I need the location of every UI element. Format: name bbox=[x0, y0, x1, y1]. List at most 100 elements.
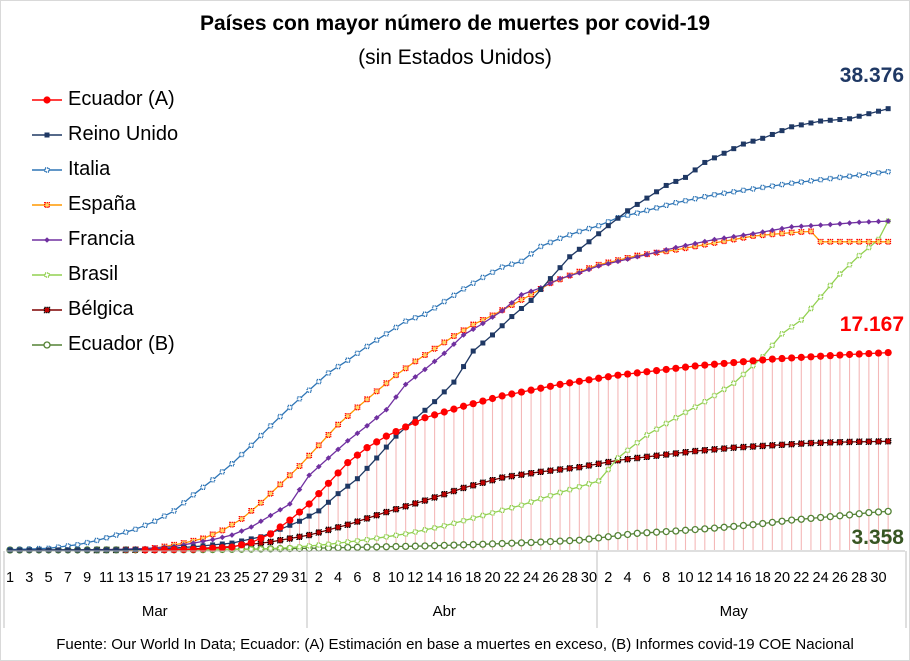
data-point bbox=[238, 528, 245, 534]
data-point bbox=[499, 308, 505, 314]
legend-swatch bbox=[32, 341, 62, 349]
data-point bbox=[325, 499, 331, 505]
data-point bbox=[402, 381, 409, 388]
data-point bbox=[623, 530, 632, 539]
data-point bbox=[306, 387, 312, 393]
x-tick-label: 22 bbox=[793, 570, 809, 586]
data-point bbox=[556, 466, 564, 473]
x-tick-label: 16 bbox=[446, 570, 462, 586]
data-point bbox=[875, 170, 882, 176]
data-point bbox=[654, 189, 660, 195]
data-point bbox=[827, 117, 833, 123]
data-point bbox=[335, 421, 342, 428]
legend-marker bbox=[44, 202, 50, 208]
series-reino-unido bbox=[7, 106, 891, 553]
data-point bbox=[470, 348, 476, 354]
data-point bbox=[295, 508, 304, 516]
data-point bbox=[885, 218, 891, 224]
data-point bbox=[479, 317, 486, 323]
data-point bbox=[769, 131, 775, 137]
data-point bbox=[808, 305, 814, 312]
data-point bbox=[508, 390, 516, 398]
x-tick-label: 3 bbox=[25, 570, 33, 586]
x-tick-label: 2 bbox=[315, 570, 323, 586]
x-tick-label: 16 bbox=[735, 570, 751, 586]
data-point bbox=[422, 527, 428, 533]
x-tick-label: 18 bbox=[755, 570, 771, 586]
data-point bbox=[710, 360, 719, 368]
legend-swatch bbox=[32, 306, 62, 314]
data-point bbox=[837, 271, 843, 277]
x-tick-label: 8 bbox=[373, 570, 381, 586]
series-line bbox=[145, 351, 889, 551]
end-label-ecuador-b: 3.358 bbox=[851, 526, 904, 549]
data-point bbox=[354, 430, 361, 437]
data-point bbox=[663, 182, 669, 188]
data-point bbox=[431, 305, 438, 311]
data-point bbox=[673, 415, 679, 421]
data-point bbox=[788, 354, 796, 362]
data-point bbox=[605, 458, 612, 466]
data-point bbox=[856, 252, 862, 259]
data-point bbox=[855, 350, 863, 358]
data-point bbox=[691, 525, 699, 534]
data-point bbox=[557, 265, 563, 271]
data-point bbox=[673, 178, 679, 184]
x-tick-label: 28 bbox=[851, 570, 867, 586]
data-point bbox=[469, 400, 477, 408]
data-point bbox=[615, 215, 621, 221]
data-point bbox=[653, 249, 660, 255]
data-point bbox=[421, 542, 429, 550]
data-point bbox=[7, 547, 13, 553]
data-point bbox=[874, 508, 883, 516]
data-point bbox=[247, 538, 255, 547]
data-point bbox=[653, 205, 660, 211]
data-point bbox=[402, 318, 409, 324]
data-point bbox=[691, 447, 699, 455]
data-point bbox=[94, 547, 100, 553]
data-point bbox=[459, 541, 468, 549]
data-point bbox=[856, 219, 862, 226]
data-point bbox=[209, 477, 216, 483]
data-point bbox=[817, 222, 824, 228]
data-point bbox=[393, 532, 399, 539]
data-point bbox=[412, 374, 419, 380]
data-point bbox=[855, 438, 863, 445]
data-point bbox=[702, 193, 708, 200]
data-point bbox=[306, 472, 312, 479]
data-point bbox=[324, 479, 333, 487]
data-point bbox=[296, 544, 303, 550]
data-point bbox=[517, 539, 526, 547]
data-point bbox=[788, 224, 795, 230]
data-point bbox=[624, 370, 632, 378]
data-point bbox=[827, 439, 834, 446]
data-point bbox=[779, 230, 785, 237]
x-tick-label: 6 bbox=[643, 570, 651, 586]
data-point bbox=[239, 538, 245, 544]
data-point bbox=[683, 174, 688, 180]
data-point bbox=[373, 512, 380, 519]
data-point bbox=[711, 446, 718, 453]
series-ecuador-a- bbox=[141, 348, 892, 554]
data-point bbox=[807, 353, 815, 361]
data-point bbox=[634, 454, 641, 462]
data-point bbox=[132, 526, 139, 532]
x-tick-label: 19 bbox=[176, 570, 192, 586]
data-point bbox=[778, 354, 786, 363]
data-point bbox=[817, 352, 825, 360]
x-tick-label: 15 bbox=[137, 570, 153, 586]
data-point bbox=[721, 150, 727, 156]
data-point bbox=[248, 536, 254, 542]
data-point bbox=[547, 276, 553, 282]
data-point bbox=[335, 540, 341, 546]
data-point bbox=[489, 314, 496, 320]
legend-label: Ecuador (A) bbox=[68, 88, 175, 110]
legend-swatch bbox=[32, 96, 62, 104]
data-point bbox=[528, 288, 534, 295]
data-point bbox=[460, 517, 467, 524]
data-point bbox=[459, 402, 468, 410]
x-tick-label: 22 bbox=[504, 570, 520, 586]
data-point bbox=[817, 439, 824, 446]
data-point bbox=[383, 444, 389, 450]
data-point bbox=[682, 197, 689, 204]
